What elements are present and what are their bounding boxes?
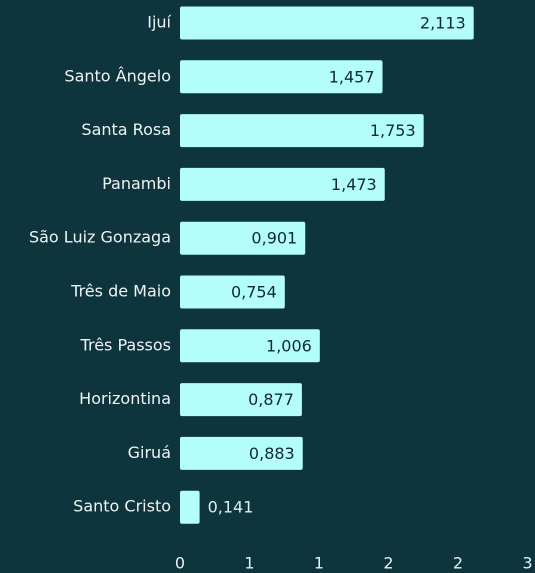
bar: [180, 167, 385, 201]
value-label: 0,883: [249, 444, 295, 463]
bar: [180, 221, 306, 255]
value-label: 2,113: [420, 14, 466, 33]
category-label: Santo Cristo: [73, 497, 171, 516]
value-label: 0,877: [248, 390, 294, 409]
bar: [180, 329, 320, 363]
bar: [180, 60, 383, 94]
bar: [180, 490, 200, 524]
category-label: Santo Ângelo: [64, 66, 171, 85]
value-label: 0,141: [208, 498, 254, 517]
value-label: 1,457: [329, 67, 375, 86]
value-label: 0,901: [251, 229, 297, 248]
category-label: Giruá: [128, 443, 171, 462]
value-label: 0,754: [231, 283, 277, 302]
x-tick-label: 1: [244, 554, 254, 573]
bar: [180, 114, 424, 148]
bar: [180, 383, 302, 417]
category-label: Horizontina: [79, 389, 171, 408]
x-tick-label: 0: [175, 554, 185, 573]
bar: [180, 275, 285, 309]
value-label: 1,473: [331, 175, 377, 194]
bar: [180, 6, 474, 40]
value-label: 1,006: [266, 336, 312, 355]
x-tick-label: 1: [314, 554, 324, 573]
x-tick-label: 2: [453, 554, 463, 573]
x-tick-label: 2: [383, 554, 393, 573]
value-label: 1,753: [370, 121, 416, 140]
x-tick-label: 3: [522, 554, 532, 573]
category-label: Santa Rosa: [81, 120, 171, 139]
category-label: São Luiz Gonzaga: [29, 228, 171, 247]
category-label: Três de Maio: [70, 282, 171, 301]
bar: [180, 436, 303, 470]
category-label: Panambi: [102, 174, 171, 193]
category-label: Ijuí: [147, 13, 171, 32]
category-label: Três Passos: [80, 335, 171, 354]
